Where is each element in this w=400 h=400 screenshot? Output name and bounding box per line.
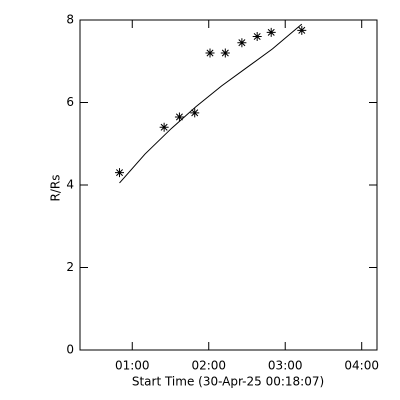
y-tick-label: 2 [66, 260, 74, 274]
y-tick-label: 8 [66, 13, 74, 27]
data-point [266, 27, 276, 37]
data-point [297, 25, 307, 35]
y-tick-label: 0 [66, 343, 74, 357]
x-tick-label: 02:00 [191, 359, 226, 373]
data-point [220, 48, 230, 58]
data-point [190, 108, 200, 118]
x-tick-label: 01:00 [115, 359, 150, 373]
y-tick-label: 4 [66, 178, 74, 192]
data-point [252, 32, 262, 41]
fit-line [119, 23, 303, 184]
y-tick-label: 6 [66, 95, 74, 109]
x-tick-label: 04:00 [344, 359, 379, 373]
y-axis-label: R/Rs [49, 175, 63, 202]
data-point [174, 112, 184, 122]
x-axis-label: Start Time (30-Apr-25 00:18:07) [132, 375, 324, 389]
data-point [237, 38, 247, 48]
data-point [115, 168, 125, 178]
x-tick-label: 03:00 [268, 359, 303, 373]
data-point [159, 122, 169, 132]
data-point [205, 48, 215, 58]
